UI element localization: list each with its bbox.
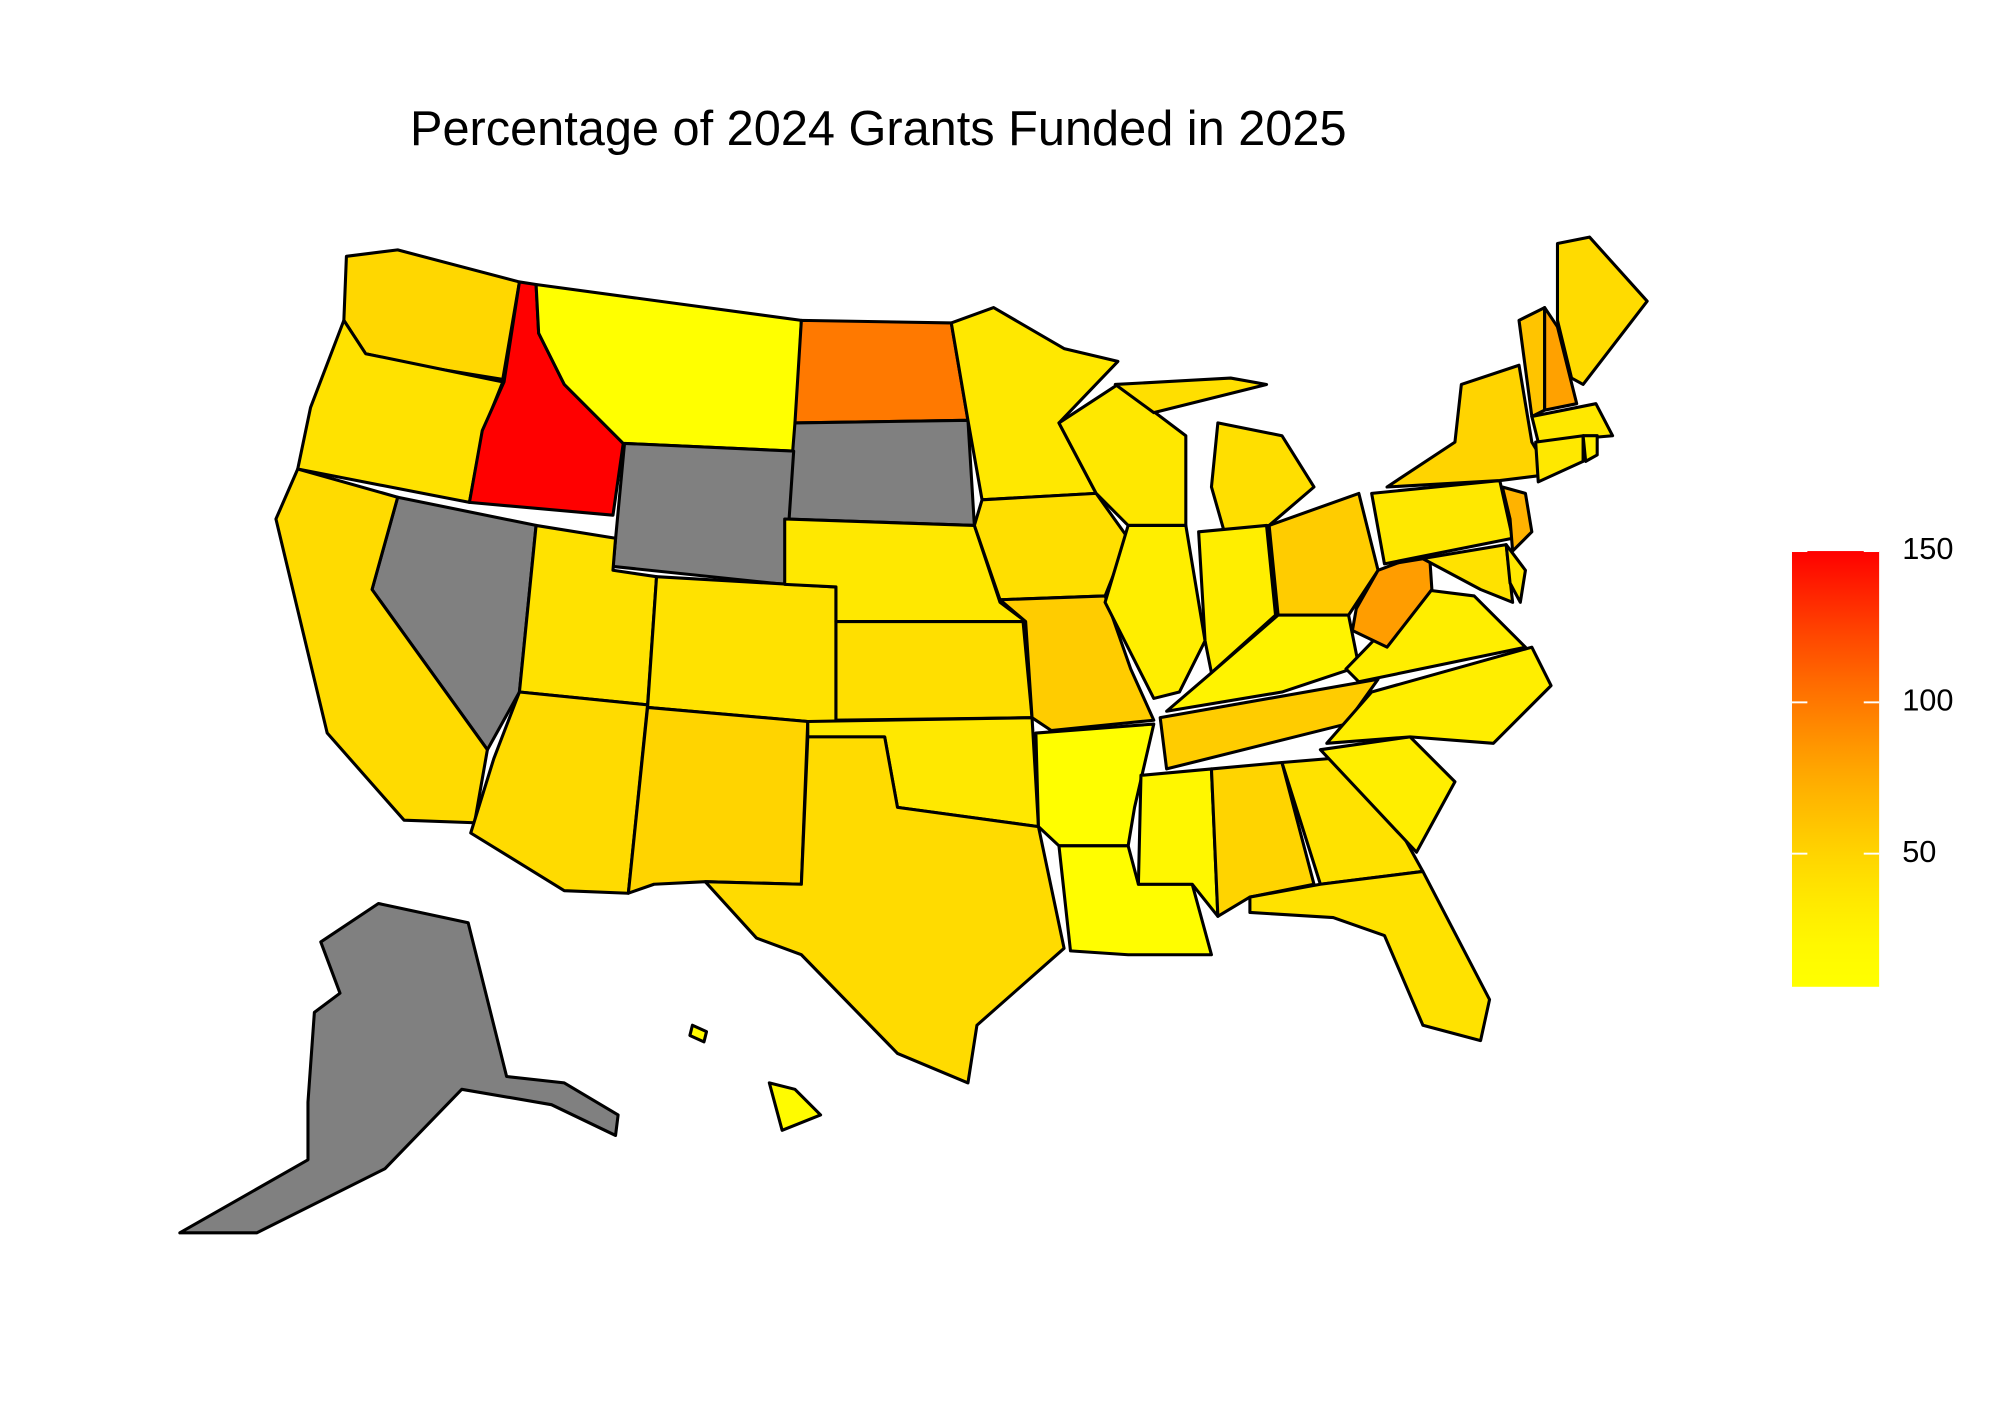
legend: 50 100 150: [1791, 531, 1954, 987]
legend-tick-label: 100: [1902, 682, 1953, 717]
state: [1350, 549, 1434, 649]
state: [703, 735, 1066, 1085]
state: [1136, 767, 1220, 918]
state: [972, 491, 1130, 602]
state: [1103, 523, 1207, 700]
state: [1385, 363, 1553, 489]
legend-tick-label: 150: [1902, 531, 1953, 566]
state: [1165, 613, 1361, 713]
state: [688, 1023, 709, 1044]
state: [646, 575, 838, 726]
state: [1325, 645, 1553, 745]
state: [1057, 844, 1213, 957]
state: [1034, 722, 1156, 848]
state: [1248, 869, 1492, 1043]
state: [1543, 306, 1579, 412]
state: [1504, 543, 1527, 604]
colorbar: [1791, 551, 1880, 987]
state: [1534, 434, 1585, 484]
state: [1530, 402, 1615, 444]
state: [1318, 735, 1457, 854]
state: [178, 901, 620, 1235]
state: [611, 441, 796, 586]
state: [1581, 434, 1599, 463]
legend-tick-label: 50: [1902, 834, 1936, 869]
state: [1113, 376, 1269, 415]
chart-title: Percentage of 2024 Grants Funded in 2025: [410, 102, 1347, 156]
state: [1500, 485, 1534, 553]
state: [767, 1081, 823, 1132]
state: [785, 418, 976, 527]
state: [1389, 543, 1515, 604]
state: [1267, 491, 1380, 617]
states: [178, 235, 1649, 1235]
state: [626, 705, 810, 895]
state: [1555, 235, 1649, 386]
state: [834, 620, 1034, 722]
state: [793, 318, 970, 425]
state: [469, 690, 650, 895]
